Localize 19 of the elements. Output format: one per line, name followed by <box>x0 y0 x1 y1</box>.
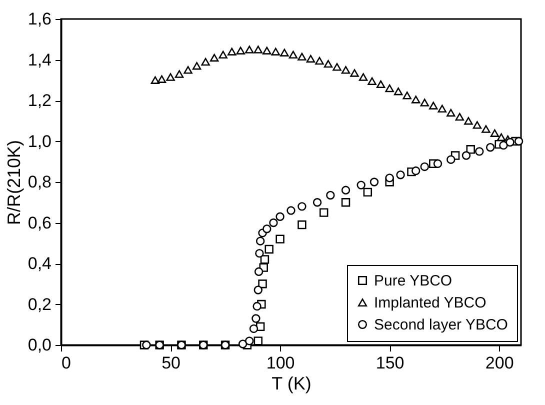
y-tick-label: 0,6 <box>28 213 52 232</box>
x-tick-label: 50 <box>162 354 180 372</box>
y-tick-label: 0,2 <box>28 294 52 314</box>
x-tick-label: 100 <box>266 354 295 372</box>
y-tick-label: 0,0 <box>28 336 52 354</box>
y-tick-label: 0,4 <box>28 254 52 273</box>
x-tick-label: 0 <box>62 354 71 372</box>
y-axis-title: R/R(210K) <box>4 140 24 226</box>
legend-label: Pure YBCO <box>374 272 452 290</box>
y-tick-label: 1,0 <box>28 132 52 151</box>
legend-label: Implanted YBCO <box>374 294 486 312</box>
y-tick-label: 0,8 <box>28 172 52 192</box>
legend-label: Second layer YBCO <box>374 316 508 334</box>
y-tick-label: 1,2 <box>28 91 52 110</box>
y-tick-label: 1,6 <box>28 10 52 28</box>
x-tick-label: 150 <box>376 354 404 372</box>
x-axis-title: T (K) <box>272 374 312 394</box>
x-tick-label: 200 <box>485 354 514 372</box>
y-tick-label: 1,4 <box>28 50 52 70</box>
